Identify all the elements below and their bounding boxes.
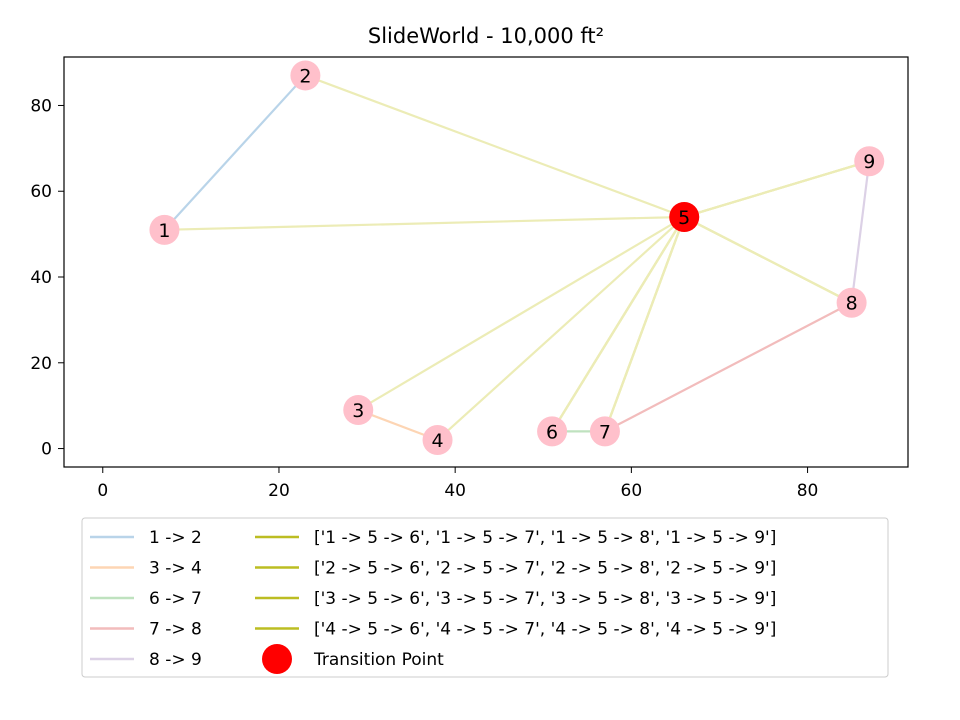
series-8 — [436, 160, 870, 441]
legend-entry: 3 -> 4 — [90, 559, 202, 579]
node-1 — [149, 214, 180, 245]
legend-label: ['3 -> 5 -> 6', '3 -> 5 -> 7', '3 -> 5 -… — [314, 589, 776, 609]
legend-label: Transition Point — [313, 650, 444, 670]
y-tick-label-40: 40 — [30, 268, 52, 288]
y-tick-label-60: 60 — [30, 182, 52, 202]
legend-label: 1 -> 2 — [149, 528, 202, 548]
legend-swatch-marker — [262, 644, 292, 674]
node-6 — [537, 416, 568, 447]
node-label-3: 3 — [352, 400, 364, 422]
node-label-2: 2 — [299, 65, 311, 87]
node-label-9: 9 — [863, 151, 875, 173]
legend-entry: 8 -> 9 — [90, 650, 202, 670]
node-label-8: 8 — [846, 293, 858, 315]
y-axis: 0 20 40 60 80 — [30, 96, 64, 460]
legend-entry: Transition Point — [262, 644, 444, 674]
node-label-1: 1 — [158, 220, 170, 242]
legend-entry: ['2 -> 5 -> 6', '2 -> 5 -> 7', '2 -> 5 -… — [255, 559, 776, 579]
chart-title: SlideWorld - 10,000 ft² — [368, 24, 604, 48]
edge-1-2 — [163, 74, 307, 231]
x-tick-label-80: 80 — [797, 481, 819, 501]
nodes-layer: 1 2 3 4 5 6 7 8 9 — [149, 60, 885, 455]
x-axis: 0 20 40 60 80 — [97, 467, 818, 501]
node-7 — [589, 416, 620, 447]
transition-point — [669, 201, 700, 232]
legend-entry: 1 -> 2 — [90, 528, 202, 548]
node-label-7: 7 — [599, 421, 611, 443]
x-tick-label-40: 40 — [444, 481, 466, 501]
series-4 — [850, 161, 871, 303]
node-label-5: 5 — [678, 207, 690, 229]
y-tick-label-0: 0 — [41, 440, 52, 460]
legend-entry: 7 -> 8 — [90, 620, 202, 640]
edge-4-5 — [436, 216, 685, 441]
legend-label: 3 -> 4 — [149, 559, 202, 579]
node-4 — [422, 424, 453, 455]
legend-label: 7 -> 8 — [149, 620, 202, 640]
legend: 1 -> 2 3 -> 4 6 -> 7 7 -> 8 8 -> 9 ['1 -> 5 -… — [81, 517, 889, 678]
legend-label: 8 -> 9 — [149, 650, 202, 670]
edge-7-8 — [604, 301, 853, 433]
series-0 — [163, 74, 307, 231]
x-tick-label-0: 0 — [97, 481, 108, 501]
y-tick-label-80: 80 — [30, 96, 52, 116]
legend-entry: ['4 -> 5 -> 6', '4 -> 5 -> 7', '4 -> 5 -… — [255, 620, 776, 640]
edge-2-5 — [305, 74, 685, 218]
edge-1-5 — [164, 215, 685, 231]
edge-5-6 — [551, 216, 686, 432]
node-2 — [290, 60, 321, 91]
node-label-4: 4 — [431, 430, 443, 452]
legend-label: ['4 -> 5 -> 6', '4 -> 5 -> 7', '4 -> 5 -… — [314, 620, 776, 640]
node-9 — [854, 146, 885, 177]
node-3 — [343, 394, 374, 425]
legend-label: ['1 -> 5 -> 6', '1 -> 5 -> 7', '1 -> 5 -… — [314, 528, 776, 548]
edge-5-7 — [603, 216, 686, 432]
y-tick-label-20: 20 — [30, 354, 52, 374]
edge-8-9 — [850, 161, 871, 303]
plot-area-frame — [63, 56, 909, 468]
series-6 — [305, 74, 870, 432]
legend-frame — [81, 517, 889, 678]
series-5 — [164, 160, 870, 432]
legend-entry: ['3 -> 5 -> 6', '3 -> 5 -> 7', '3 -> 5 -… — [255, 589, 776, 609]
edge-3-5 — [357, 216, 685, 411]
node-label-6: 6 — [546, 421, 558, 443]
legend-label: ['2 -> 5 -> 6', '2 -> 5 -> 7', '2 -> 5 -… — [314, 559, 776, 579]
edge-5-8 — [683, 215, 853, 304]
legend-entry: ['1 -> 5 -> 6', '1 -> 5 -> 7', '1 -> 5 -… — [255, 528, 776, 548]
x-tick-label-20: 20 — [268, 481, 290, 501]
edges-layer — [163, 74, 871, 442]
legend-label: 6 -> 7 — [149, 589, 202, 609]
series-3 — [604, 301, 853, 433]
legend-entry: 6 -> 7 — [90, 589, 202, 609]
series-7 — [357, 160, 870, 432]
edge-5-9 — [683, 160, 870, 219]
x-tick-label-60: 60 — [621, 481, 643, 501]
node-8 — [836, 287, 867, 318]
